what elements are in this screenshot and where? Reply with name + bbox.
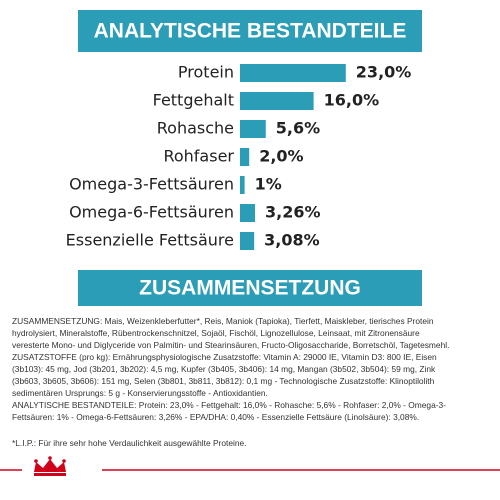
value-label: 1%: [255, 175, 282, 194]
value-label: 3,08%: [264, 231, 320, 250]
value-label: 16,0%: [324, 91, 380, 110]
bar: [240, 232, 255, 250]
composition-line: ZUSAMMENSETZUNG: Mais, Weizenkleberfutte…: [12, 316, 434, 326]
category-label: Omega-3-Fettsäuren: [69, 175, 234, 194]
bar: [240, 148, 250, 166]
composition-band: [78, 270, 422, 306]
category-label: Rohfaser: [163, 147, 234, 166]
composition-line: veresterte Mono- und Diglyceride von Pal…: [12, 340, 449, 350]
composition-line: sedimentären Ursprungs: 5 g - Konservier…: [12, 388, 268, 398]
bar: [240, 120, 266, 138]
value-label: 23,0%: [356, 63, 412, 82]
bar: [240, 176, 245, 194]
logo: [22, 456, 102, 482]
composition-line: ANALYTISCHE BESTANDTEILE: Protein: 23,0%…: [12, 400, 446, 410]
bar: [240, 64, 346, 82]
bar: [240, 92, 314, 110]
composition-line: ZUSATZSTOFFE (pro kg): Ernährungsphysiol…: [12, 352, 437, 362]
category-label: Protein: [178, 63, 234, 82]
value-label: 2,0%: [259, 147, 303, 166]
value-label: 5,6%: [276, 119, 320, 138]
footnote: *L.I.P.: Für ihre sehr hohe Verdaulichke…: [12, 438, 247, 448]
chart-title: ANALYTISCHE BESTANDTEILE: [94, 20, 407, 43]
composition-line: (3b603, 3b605, 3b606): 151 mg, Selen (3b…: [12, 376, 435, 386]
composition-line: (3b103): 45 mg, Jod (3b201, 3b202): 4,5 …: [12, 364, 436, 374]
title-band: [78, 10, 422, 52]
category-label: Rohasche: [157, 119, 234, 138]
category-label: Fettgehalt: [153, 91, 234, 110]
category-label: Essenzielle Fettsäure: [66, 231, 234, 250]
value-label: 3,26%: [265, 203, 321, 222]
composition-line: Fettsäuren: 1% - Omega-6-Fettsäuren: 3,2…: [12, 412, 419, 422]
composition-line: hydrolysiert, Mineralstoffe, Rübentrocke…: [12, 328, 420, 338]
composition-title: ZUSAMMENSETZUNG: [139, 277, 361, 300]
bar: [240, 204, 255, 222]
category-label: Omega-6-Fettsäuren: [69, 203, 234, 222]
